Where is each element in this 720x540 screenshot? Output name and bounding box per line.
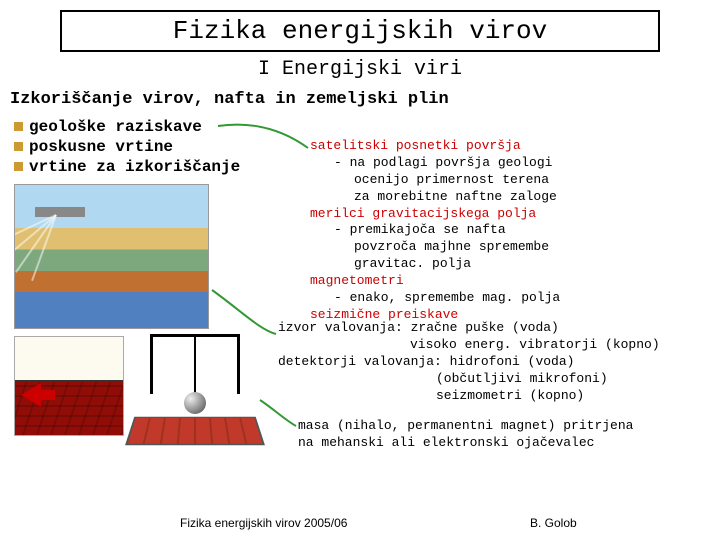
bullet-icon (14, 162, 23, 171)
pendulum-ball (184, 392, 206, 414)
text-line: gravitac. polja (354, 256, 680, 273)
text-line: - enako, spremembe mag. polja (334, 290, 680, 307)
text-block-methods: satelitski posnetki površja - na podlagi… (310, 138, 680, 324)
footer-left: Fizika energijskih virov 2005/06 (180, 516, 347, 530)
arrow-left-icon (21, 383, 41, 407)
page-title: Fizika energijskih virov (173, 16, 547, 46)
bullet-list: geološke raziskave poskusne vrtine vrtin… (14, 118, 240, 178)
bullet-icon (14, 122, 23, 131)
bullet-item: poskusne vrtine (14, 138, 240, 156)
text-block-mass: masa (nihalo, permanentni magnet) pritrj… (298, 418, 698, 452)
text-line: ocenijo primernost terena (354, 172, 680, 189)
text-line: merilci gravitacijskega polja (310, 206, 536, 221)
wave-block-image (14, 336, 124, 436)
text-line: masa (nihalo, permanentni magnet) pritrj… (298, 418, 698, 435)
text-line: povzroča majhne spremembe (354, 239, 680, 256)
bullet-icon (14, 142, 23, 151)
bullet-text: geološke raziskave (29, 118, 202, 136)
text-line: na mehanski ali elektronski ojačevalec (298, 435, 698, 452)
text-line: (občutljivi mikrofoni) (436, 371, 708, 388)
bullet-text: vrtine za izkoriščanje (29, 158, 240, 176)
pendulum-string (194, 337, 196, 397)
subtitle: I Energijski viri (0, 58, 720, 81)
text-line: visoko energ. vibratorji (kopno) (410, 337, 708, 354)
text-line: - premikajoča se nafta (334, 222, 680, 239)
text-line: seizmometri (kopno) (436, 388, 708, 405)
bullet-item: geološke raziskave (14, 118, 240, 136)
text-block-waves: izvor valovanja: zračne puške (voda) vis… (278, 320, 708, 404)
bullet-text: poskusne vrtine (29, 138, 173, 156)
base-layer (125, 417, 265, 445)
seismic-survey-image (14, 184, 209, 329)
bullet-item: vrtine za izkoriščanje (14, 158, 240, 176)
text-line: satelitski posnetki površja (310, 138, 521, 153)
text-line: detektorji valovanja: hidrofoni (voda) (278, 354, 708, 371)
section-heading: Izkoriščanje virov, nafta in zemeljski p… (10, 90, 449, 109)
ray-lines (55, 215, 175, 275)
text-line: izvor valovanja: zračne puške (voda) (278, 320, 708, 337)
text-line: - na podlagi površja geologi (334, 155, 680, 172)
pendulum-image (130, 334, 260, 454)
title-box: Fizika energijskih virov (60, 10, 660, 52)
text-line: za morebitne naftne zaloge (354, 189, 680, 206)
text-line: magnetometri (310, 273, 404, 288)
footer-right: B. Golob (530, 516, 577, 530)
